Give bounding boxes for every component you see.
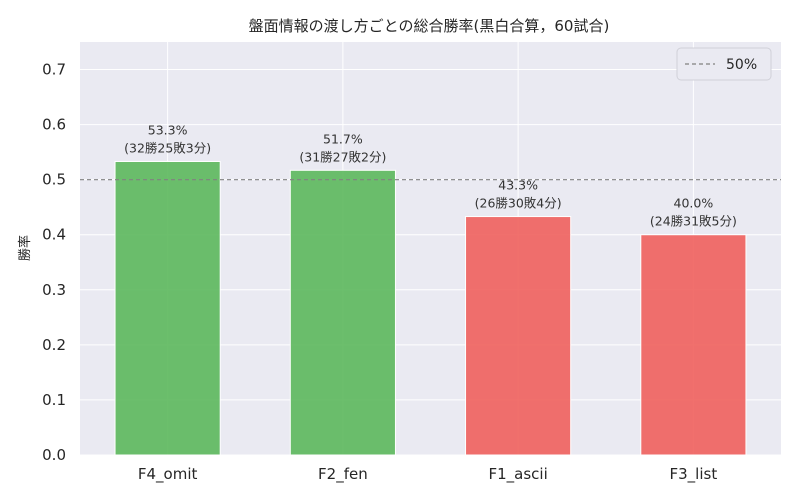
bar-record-label: (24勝31敗5分) xyxy=(650,214,737,229)
y-tick-label: 0.1 xyxy=(42,391,66,409)
bar-F2_fen xyxy=(289,169,396,456)
y-tick-label: 0.2 xyxy=(42,336,66,354)
legend-box xyxy=(676,47,772,81)
plot-area: 0.0 0.1 0.2 0.3 0.4 0.5 0.6 0.7 53.3% (32勝25敗3分) F… xyxy=(42,42,781,484)
bar-value-label: 43.3% xyxy=(498,178,538,193)
y-tick-label: 0.0 xyxy=(42,446,66,464)
y-tick-label: 0.3 xyxy=(42,281,66,299)
bar-F4_omit xyxy=(114,160,221,456)
bar-F1_ascii xyxy=(465,216,572,456)
y-axis-label: 勝率 xyxy=(17,235,33,261)
bar-value-label: 51.7% xyxy=(323,131,363,146)
bar-record-label: (32勝25敗3分) xyxy=(124,140,211,155)
y-tick-label: 0.4 xyxy=(42,226,66,244)
bar-value-label: 53.3% xyxy=(148,122,188,137)
x-tick-label: F1_ascii xyxy=(488,465,547,484)
x-tick-label: F4_omit xyxy=(138,465,198,484)
y-tick-label: 0.5 xyxy=(42,171,66,189)
chart-title: 盤面情報の渡し方ごとの総合勝率(黒白合算，60試合) xyxy=(249,17,610,35)
bar-record-label: (31勝27敗2分) xyxy=(299,149,386,164)
bar-value-label: 40.0% xyxy=(674,196,714,211)
y-tick-label: 0.7 xyxy=(42,61,66,79)
legend-label: 50% xyxy=(726,57,757,73)
bar-record-label: (26勝30敗4分) xyxy=(475,196,562,211)
bar-F3_list xyxy=(640,234,747,456)
y-tick-label: 0.6 xyxy=(42,116,66,134)
x-tick-label: F2_fen xyxy=(318,465,368,484)
x-tick-label: F3_list xyxy=(670,465,718,484)
